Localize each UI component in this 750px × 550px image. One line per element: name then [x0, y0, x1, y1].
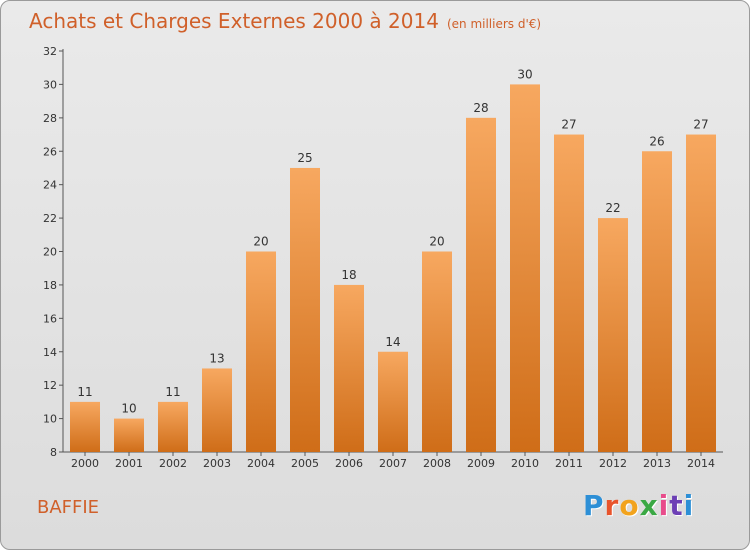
chart-bars [70, 84, 716, 453]
bar [466, 117, 496, 452]
bar-value-label: 28 [473, 101, 488, 115]
bar [642, 151, 672, 452]
x-tick-label: 2000 [71, 457, 99, 470]
bar [510, 84, 540, 453]
bar [70, 401, 100, 452]
proxiti-logo-letter: r [604, 489, 620, 522]
y-tick-label: 30 [43, 78, 57, 91]
x-tick-label: 2009 [467, 457, 495, 470]
y-tick-label: 26 [43, 145, 57, 158]
chart-axes: 8 10 12 14 16 18 20 22 24 26 28 30 32 2000 2001 2002 200… [43, 45, 723, 470]
bar-value-label: 11 [165, 385, 180, 399]
chart-value-labels: 11 10 11 13 20 25 18 14 20 28 30 27 22 26 27 [77, 67, 708, 415]
proxiti-logo-letter: P [583, 489, 605, 522]
y-tick-label: 14 [43, 346, 57, 359]
y-tick-label: 32 [43, 45, 57, 58]
bar [686, 134, 716, 452]
proxiti-logo-letter: i [683, 489, 695, 522]
bar [334, 284, 364, 452]
x-tick-label: 2002 [159, 457, 187, 470]
bar-value-label: 10 [121, 402, 136, 416]
chart-unit: (en milliers d'€) [446, 17, 542, 31]
bar [290, 167, 320, 453]
proxiti-logo: Proxiti [583, 489, 694, 522]
y-tick-label: 22 [43, 212, 57, 225]
y-tick-label: 20 [43, 246, 57, 259]
bar [158, 401, 188, 452]
x-tick-label: 2005 [291, 457, 319, 470]
bar-value-label: 26 [649, 134, 664, 148]
bar-value-label: 20 [429, 235, 444, 249]
x-tick-label: 2008 [423, 457, 451, 470]
x-tick-label: 2003 [203, 457, 231, 470]
proxiti-logo-letter: i [658, 489, 670, 522]
x-tick-label: 2012 [599, 457, 627, 470]
bar-value-label: 25 [297, 151, 312, 165]
bar [246, 251, 276, 452]
bar-value-label: 30 [517, 67, 532, 81]
y-tick-label: 8 [50, 446, 57, 459]
x-tick-label: 2006 [335, 457, 363, 470]
commune-name: BAFFIE [37, 497, 100, 518]
y-tick-label: 12 [43, 379, 57, 392]
bar-value-label: 11 [77, 385, 92, 399]
bar [422, 251, 452, 452]
x-tick-label: 2014 [687, 457, 715, 470]
bar-value-label: 18 [341, 268, 356, 282]
bar-value-label: 27 [693, 118, 708, 132]
bar-value-label: 27 [561, 118, 576, 132]
chart-title: Achats et Charges Externes 2000 à 2014 (e… [29, 9, 541, 33]
x-tick-label: 2011 [555, 457, 583, 470]
bar [202, 368, 232, 452]
y-tick-label: 16 [43, 312, 57, 325]
bar [114, 418, 144, 452]
bar-value-label: 13 [209, 351, 224, 365]
bar [554, 134, 584, 452]
y-tick-label: 28 [43, 112, 57, 125]
bar [598, 218, 628, 452]
bar-value-label: 20 [253, 235, 268, 249]
x-tick-label: 2004 [247, 457, 275, 470]
x-tick-label: 2013 [643, 457, 671, 470]
x-tick-label: 2001 [115, 457, 143, 470]
y-tick-label: 24 [43, 179, 57, 192]
proxiti-logo-letter: o [619, 489, 640, 522]
bar-value-label: 22 [605, 201, 620, 215]
proxiti-logo-letter: x [639, 489, 659, 522]
y-tick-label: 10 [43, 413, 57, 426]
chart-title-text: Achats et Charges Externes 2000 à 2014 [29, 9, 439, 33]
proxiti-logo-letter: t [669, 489, 684, 522]
bar-value-label: 14 [385, 335, 400, 349]
x-tick-label: 2010 [511, 457, 539, 470]
x-tick-label: 2007 [379, 457, 407, 470]
bar [378, 351, 408, 452]
y-tick-label: 18 [43, 279, 57, 292]
